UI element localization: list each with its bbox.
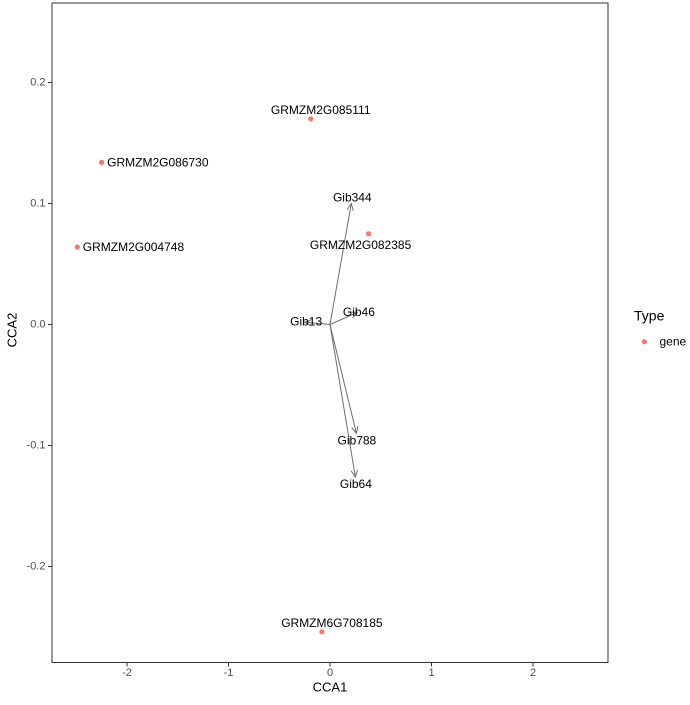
gene-points xyxy=(74,116,372,635)
y-tick-label: 0.2 xyxy=(30,77,45,89)
arrow-label-gib46: Gib46 xyxy=(343,305,375,319)
y-tick-label: -0.2 xyxy=(27,561,46,573)
gene-point xyxy=(365,231,372,237)
gene-point xyxy=(319,629,325,635)
gene-point-label: GRMZM2G085111 xyxy=(271,103,371,117)
arrow-label-gib344: Gib344 xyxy=(333,191,372,205)
y-tick-label: 0.0 xyxy=(30,319,45,331)
arrow-label-gib788: Gib788 xyxy=(338,433,377,447)
gene-point-label: GRMZM2G082385 xyxy=(310,238,412,252)
gene-point-label: GRMZM2G086730 xyxy=(107,155,209,169)
y-axis-title: CCA2 xyxy=(5,313,20,348)
arrow-gib344 xyxy=(329,202,354,325)
x-axis-title: CCA1 xyxy=(313,680,348,695)
arrow-label-gib64: Gib64 xyxy=(340,477,372,491)
gene-point-label: GRMZM2G004748 xyxy=(83,240,185,254)
y-tick-label: 0.1 xyxy=(30,198,45,210)
legend: Type gene xyxy=(634,308,687,349)
gene-point xyxy=(74,244,80,250)
gene-point xyxy=(308,116,314,122)
x-axis-ticks: -2 -1 0 1 2 xyxy=(122,662,536,679)
x-tick-label: 2 xyxy=(530,667,536,679)
arrow-gib46 xyxy=(329,311,359,325)
x-tick-label: -2 xyxy=(122,667,132,679)
y-tick-label: -0.1 xyxy=(27,440,46,452)
arrow-gib64 xyxy=(329,324,358,479)
x-tick-label: 1 xyxy=(428,667,434,679)
arrow-gib13 xyxy=(303,319,331,327)
arrow-gib788 xyxy=(329,324,359,435)
x-tick-label: 0 xyxy=(327,667,333,679)
biplot-arrows xyxy=(303,202,359,479)
legend-item-gene: gene xyxy=(660,335,687,349)
y-axis-ticks: 0.2 0.1 0.0 -0.1 -0.2 xyxy=(27,77,52,573)
legend-gene-marker-icon xyxy=(641,339,647,345)
gene-point-label: GRMZM6G708185 xyxy=(281,616,383,630)
gene-point xyxy=(99,159,105,165)
legend-title: Type xyxy=(634,308,665,324)
x-tick-label: -1 xyxy=(224,667,234,679)
point-labels: Gib344 Gib46 Gib13 Gib788 Gib64 GRMZM2G085111… xyxy=(83,103,412,630)
arrow-label-gib13: Gib13 xyxy=(290,315,322,329)
